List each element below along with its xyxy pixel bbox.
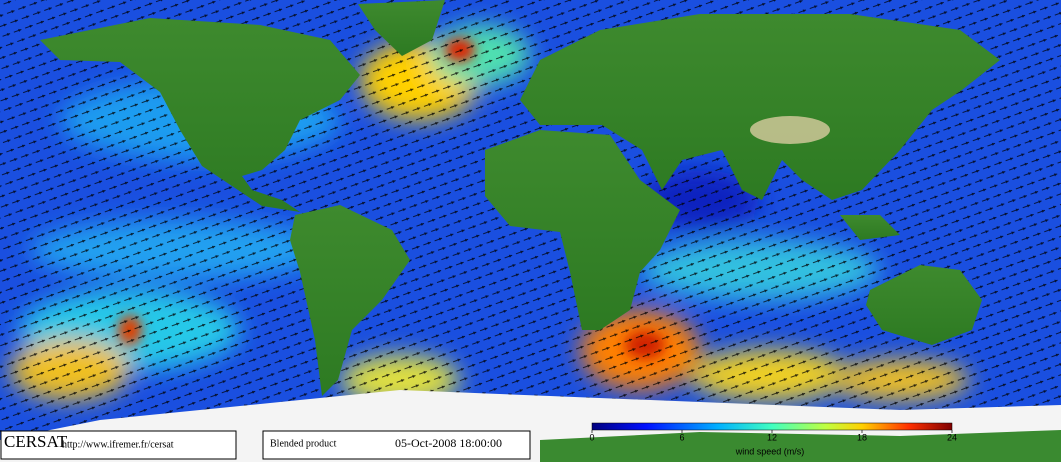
colorbar-label: wind speed (m/s) — [735, 446, 805, 456]
date: 05-Oct-2008 18:00:00 — [395, 436, 502, 450]
antarctic-land — [540, 430, 1061, 462]
colorbar-tick-label: 12 — [767, 432, 777, 442]
land — [40, 0, 1000, 396]
logo: CERSAT — [4, 432, 68, 451]
colorbar-tick-label: 24 — [947, 432, 957, 442]
product-box — [262, 430, 531, 460]
colorbar-tick-label: 6 — [679, 432, 684, 442]
colorbar — [591, 422, 953, 431]
product: Blended product — [270, 438, 337, 449]
logo-box — [0, 430, 237, 460]
colorbar-tick-label: 0 — [589, 432, 594, 442]
colorbar-ticks: 0 6 12 18 24 — [589, 430, 957, 442]
colorbar-tick-label: 18 — [857, 432, 867, 442]
plateau — [750, 116, 830, 144]
url: http://www.ifremer.fr/cersat — [62, 439, 174, 450]
